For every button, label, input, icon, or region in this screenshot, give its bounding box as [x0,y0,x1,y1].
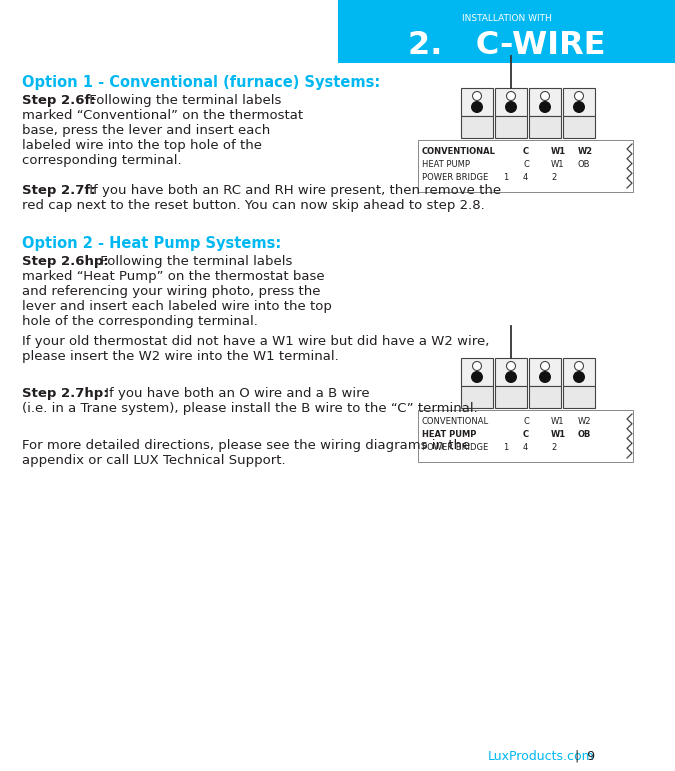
Text: If your old thermostat did not have a W1 wire but did have a W2 wire,: If your old thermostat did not have a W1… [22,335,489,348]
Bar [563,88,595,116]
Bar [563,116,595,138]
Text: appendix or call LUX Technical Support.: appendix or call LUX Technical Support. [22,454,286,467]
Text: Option 1 - Conventional (furnace) Systems:: Option 1 - Conventional (furnace) System… [22,75,380,90]
Bar [529,116,561,138]
Text: Step 2.7hp:: Step 2.7hp: [22,387,109,400]
Bar [529,358,561,386]
Text: red cap next to the reset button. You can now skip ahead to step 2.8.: red cap next to the reset button. You ca… [22,199,485,212]
Text: INSTALLATION WITH: INSTALLATION WITH [462,14,551,23]
Text: Step 2.6hp:: Step 2.6hp: [22,255,109,268]
Circle shape [471,371,483,383]
Bar [495,386,527,408]
Text: lever and insert each labeled wire into the top: lever and insert each labeled wire into … [22,300,332,313]
Text: HEAT PUMP: HEAT PUMP [422,430,477,439]
Bar [529,386,561,408]
Text: HEAT PUMP: HEAT PUMP [422,160,470,169]
Text: base, press the lever and insert each: base, press the lever and insert each [22,124,270,137]
Text: 2.   C-WIRE: 2. C-WIRE [408,30,605,61]
Text: LuxProducts.com: LuxProducts.com [488,750,595,763]
Text: Following the terminal labels: Following the terminal labels [96,255,292,268]
Text: 2: 2 [551,173,556,182]
Text: 4: 4 [523,173,529,182]
Text: W1: W1 [551,160,564,169]
Bar [461,358,493,386]
Text: |  9: | 9 [567,750,595,763]
Bar [338,0,675,63]
Circle shape [539,101,551,113]
Circle shape [472,362,481,371]
Text: (i.e. in a Trane system), please install the B wire to the “C” terminal.: (i.e. in a Trane system), please install… [22,402,478,415]
Bar [563,358,595,386]
Text: 2: 2 [551,443,556,452]
Circle shape [573,101,585,113]
Bar [461,88,493,116]
Bar [418,410,633,462]
Text: hole of the corresponding terminal.: hole of the corresponding terminal. [22,315,258,328]
Text: 1: 1 [503,443,508,452]
Text: If you have both an O wire and a B wire: If you have both an O wire and a B wire [101,387,370,400]
Circle shape [506,92,516,100]
Bar [461,116,493,138]
Bar [529,88,561,116]
Text: For more detailed directions, please see the wiring diagrams in the: For more detailed directions, please see… [22,439,470,452]
Text: POWER BRIDGE: POWER BRIDGE [422,173,488,182]
Text: W1: W1 [551,430,566,439]
Text: CONVENTIONAL: CONVENTIONAL [422,417,489,426]
Text: Option 2 - Heat Pump Systems:: Option 2 - Heat Pump Systems: [22,236,281,251]
Circle shape [471,101,483,113]
Circle shape [574,362,583,371]
Circle shape [541,92,549,100]
Bar [495,88,527,116]
Circle shape [573,371,585,383]
Text: Step 2.6f:: Step 2.6f: [22,94,96,107]
Circle shape [541,362,549,371]
Bar [418,140,633,192]
Text: W2: W2 [578,147,593,156]
Text: C: C [523,417,529,426]
Text: C: C [523,430,529,439]
Bar [461,386,493,408]
Text: OB: OB [578,160,591,169]
Text: marked “Heat Pump” on the thermostat base: marked “Heat Pump” on the thermostat bas… [22,270,325,283]
Text: OB: OB [578,430,591,439]
Text: labeled wire into the top hole of the: labeled wire into the top hole of the [22,139,262,152]
Text: W2: W2 [578,417,591,426]
Text: If you have both an RC and RH wire present, then remove the: If you have both an RC and RH wire prese… [85,184,501,197]
Circle shape [505,101,517,113]
Text: Following the terminal labels: Following the terminal labels [85,94,281,107]
Circle shape [505,371,517,383]
Text: corresponding terminal.: corresponding terminal. [22,154,182,167]
Text: CONVENTIONAL: CONVENTIONAL [422,147,496,156]
Circle shape [574,92,583,100]
Circle shape [539,371,551,383]
Text: marked “Conventional” on the thermostat: marked “Conventional” on the thermostat [22,109,303,122]
Bar [563,386,595,408]
Text: W1: W1 [551,417,564,426]
Text: please insert the W2 wire into the W1 terminal.: please insert the W2 wire into the W1 te… [22,350,339,363]
Text: C: C [523,147,529,156]
Text: Step 2.7f:: Step 2.7f: [22,184,96,197]
Text: C: C [523,160,529,169]
Bar [495,358,527,386]
Circle shape [472,92,481,100]
Circle shape [506,362,516,371]
Text: 4: 4 [523,443,529,452]
Text: POWER BRIDGE: POWER BRIDGE [422,443,488,452]
Bar [495,116,527,138]
Text: W1: W1 [551,147,566,156]
Text: 1: 1 [503,173,508,182]
Text: and referencing your wiring photo, press the: and referencing your wiring photo, press… [22,285,321,298]
